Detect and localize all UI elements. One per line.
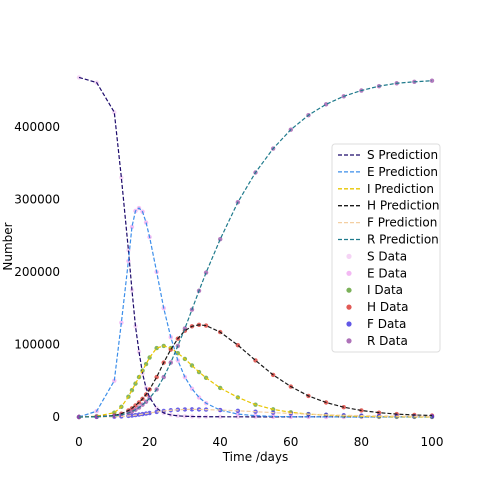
legend: S Prediction E Prediction I Prediction H Pr… bbox=[331, 143, 441, 353]
series-line-i-prediction bbox=[78, 345, 433, 418]
data-point bbox=[189, 407, 195, 412]
y-tick-label: 300000 bbox=[14, 192, 60, 206]
legend-label: H Data bbox=[367, 300, 409, 314]
legend-frame bbox=[331, 143, 441, 353]
series-line-f-prediction bbox=[78, 408, 433, 418]
data-point bbox=[218, 414, 223, 419]
legend-label: E Prediction bbox=[367, 165, 438, 179]
legend-label: I Prediction bbox=[367, 182, 434, 196]
data-point bbox=[203, 270, 209, 275]
data-point bbox=[182, 407, 188, 412]
legend-label: S Data bbox=[367, 249, 407, 263]
y-axis-ticks: 0 100000 200000 300000 400000 bbox=[14, 120, 60, 424]
data-point bbox=[175, 413, 181, 419]
x-axis-label: Time /days bbox=[222, 450, 289, 464]
legend-swatch bbox=[346, 253, 352, 259]
x-tick-label: 40 bbox=[213, 435, 228, 449]
y-tick-label: 0 bbox=[52, 410, 60, 424]
legend-swatch bbox=[346, 304, 352, 310]
series-line-r-prediction bbox=[78, 80, 433, 418]
legend-item: E Prediction bbox=[338, 165, 438, 179]
y-tick-label: 100000 bbox=[14, 337, 60, 351]
legend-label: E Data bbox=[367, 266, 407, 280]
legend-item: R Prediction bbox=[338, 233, 439, 247]
legend-swatch bbox=[346, 287, 352, 293]
data-point bbox=[154, 409, 159, 415]
legend-label: R Prediction bbox=[367, 233, 439, 247]
series-line-h-prediction bbox=[78, 324, 433, 418]
legend-item: F Prediction bbox=[338, 216, 437, 230]
x-tick-label: 60 bbox=[283, 435, 298, 449]
data-point bbox=[119, 320, 124, 325]
x-tick-label: 80 bbox=[354, 435, 369, 449]
y-tick-label: 200000 bbox=[14, 265, 60, 279]
series-line-s-prediction bbox=[78, 76, 432, 418]
legend-item: H Data bbox=[346, 300, 409, 314]
data-point bbox=[129, 387, 135, 393]
legend-item: I Data bbox=[346, 283, 403, 297]
legend-swatch bbox=[346, 338, 352, 344]
legend-item: I Prediction bbox=[338, 182, 434, 196]
series-line-e-prediction bbox=[78, 207, 432, 418]
legend-item: E Data bbox=[346, 266, 407, 280]
data-point bbox=[112, 378, 117, 383]
data-point bbox=[182, 414, 188, 419]
legend-label: S Prediction bbox=[367, 148, 438, 162]
y-tick-label: 400000 bbox=[14, 120, 60, 134]
data-point bbox=[147, 410, 152, 416]
legend-swatch bbox=[346, 321, 352, 327]
legend-label: H Prediction bbox=[367, 199, 439, 213]
x-tick-label: 0 bbox=[75, 435, 83, 449]
x-tick-label: 100 bbox=[421, 435, 444, 449]
x-axis-ticks: 0 20 40 60 80 100 bbox=[75, 435, 443, 449]
legend-label: R Data bbox=[367, 334, 408, 348]
data-point bbox=[133, 324, 138, 329]
legend-item: F Data bbox=[346, 317, 406, 331]
legend-item: S Prediction bbox=[338, 148, 438, 162]
legend-item: H Prediction bbox=[338, 199, 439, 213]
y-axis-label: Number bbox=[1, 222, 15, 270]
legend-swatch bbox=[346, 270, 352, 276]
data-point bbox=[119, 175, 124, 180]
series-layer bbox=[76, 75, 435, 420]
legend-label: F Prediction bbox=[367, 216, 437, 230]
data-point bbox=[136, 349, 142, 354]
legend-item: R Data bbox=[346, 334, 408, 348]
x-tick-label: 20 bbox=[142, 435, 157, 449]
data-point bbox=[129, 413, 135, 418]
data-point bbox=[235, 411, 241, 417]
data-point bbox=[143, 361, 149, 367]
legend-item: S Data bbox=[346, 249, 407, 263]
data-point bbox=[129, 224, 135, 230]
legend-label: I Data bbox=[367, 283, 403, 297]
legend-label: F Data bbox=[367, 317, 406, 331]
